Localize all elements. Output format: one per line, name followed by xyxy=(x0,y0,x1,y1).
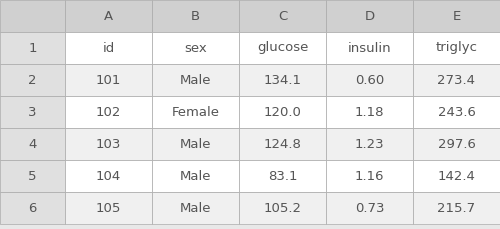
Bar xyxy=(239,32,326,64)
Text: 105.2: 105.2 xyxy=(264,202,302,215)
Text: 1.23: 1.23 xyxy=(354,137,384,150)
Bar xyxy=(413,32,500,64)
Text: 243.6: 243.6 xyxy=(438,106,476,118)
Bar xyxy=(152,96,239,128)
Text: 104: 104 xyxy=(96,169,121,183)
Text: 5: 5 xyxy=(28,169,37,183)
Bar xyxy=(239,160,326,192)
Text: 142.4: 142.4 xyxy=(438,169,476,183)
Text: 215.7: 215.7 xyxy=(438,202,476,215)
Text: B: B xyxy=(191,9,200,22)
Bar xyxy=(65,160,152,192)
Text: E: E xyxy=(452,9,460,22)
Text: 4: 4 xyxy=(28,137,36,150)
Text: A: A xyxy=(104,9,113,22)
Text: 3: 3 xyxy=(28,106,37,118)
Text: Male: Male xyxy=(180,169,211,183)
Bar xyxy=(152,64,239,96)
Bar xyxy=(152,160,239,192)
Bar xyxy=(152,32,239,64)
Bar xyxy=(413,96,500,128)
Text: sex: sex xyxy=(184,41,207,55)
Bar xyxy=(413,0,500,32)
Bar xyxy=(326,0,413,32)
Text: Female: Female xyxy=(172,106,220,118)
Bar xyxy=(413,192,500,224)
Text: 124.8: 124.8 xyxy=(264,137,302,150)
Bar xyxy=(65,128,152,160)
Bar xyxy=(0,96,65,128)
Bar xyxy=(413,160,500,192)
Text: 83.1: 83.1 xyxy=(268,169,297,183)
Bar xyxy=(326,32,413,64)
Text: Male: Male xyxy=(180,74,211,87)
Text: D: D xyxy=(364,9,374,22)
Bar xyxy=(239,64,326,96)
Bar xyxy=(152,128,239,160)
Text: 102: 102 xyxy=(96,106,121,118)
Bar xyxy=(65,64,152,96)
Text: 120.0: 120.0 xyxy=(264,106,302,118)
Bar xyxy=(326,192,413,224)
Text: 0.73: 0.73 xyxy=(355,202,384,215)
Bar xyxy=(0,192,65,224)
Bar xyxy=(0,64,65,96)
Text: insulin: insulin xyxy=(348,41,392,55)
Text: 1: 1 xyxy=(28,41,37,55)
Text: 1.18: 1.18 xyxy=(355,106,384,118)
Bar xyxy=(239,0,326,32)
Bar xyxy=(65,192,152,224)
Bar xyxy=(239,96,326,128)
Text: 6: 6 xyxy=(28,202,36,215)
Bar xyxy=(413,128,500,160)
Bar xyxy=(239,192,326,224)
Text: 105: 105 xyxy=(96,202,121,215)
Text: 273.4: 273.4 xyxy=(438,74,476,87)
Bar xyxy=(326,64,413,96)
Text: 0.60: 0.60 xyxy=(355,74,384,87)
Bar xyxy=(152,0,239,32)
Text: 101: 101 xyxy=(96,74,121,87)
Bar xyxy=(326,96,413,128)
Text: Male: Male xyxy=(180,202,211,215)
Bar xyxy=(239,128,326,160)
Text: 103: 103 xyxy=(96,137,121,150)
Bar xyxy=(326,128,413,160)
Bar xyxy=(65,96,152,128)
Bar xyxy=(0,0,65,32)
Text: triglyc: triglyc xyxy=(436,41,478,55)
Text: Male: Male xyxy=(180,137,211,150)
Text: 297.6: 297.6 xyxy=(438,137,476,150)
Text: glucose: glucose xyxy=(257,41,308,55)
Bar xyxy=(152,192,239,224)
Text: 134.1: 134.1 xyxy=(264,74,302,87)
Text: id: id xyxy=(102,41,115,55)
Text: C: C xyxy=(278,9,287,22)
Bar xyxy=(326,160,413,192)
Text: 2: 2 xyxy=(28,74,37,87)
Text: 1.16: 1.16 xyxy=(355,169,384,183)
Bar xyxy=(0,128,65,160)
Bar xyxy=(0,32,65,64)
Bar xyxy=(413,64,500,96)
Bar xyxy=(65,32,152,64)
Bar xyxy=(0,160,65,192)
Bar xyxy=(65,0,152,32)
